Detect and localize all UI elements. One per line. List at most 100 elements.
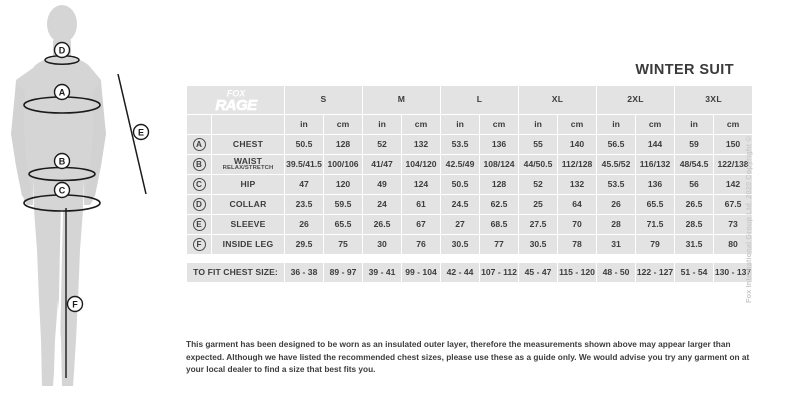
cell-value: 48/54.5: [675, 155, 714, 174]
badge-letter: F: [192, 238, 206, 251]
table-row: E SLEEVE 26 65.5 26.5 67 27 68.5 27.5 70 28 71.5 28.…: [187, 215, 753, 234]
cell-value: 55: [519, 135, 558, 154]
cell-value: 50.5: [285, 135, 323, 154]
fit-cell-value: 99 - 104: [402, 263, 441, 282]
unit-header-m-cm: cm: [402, 115, 441, 134]
cell-value: 42.5/49: [441, 155, 480, 174]
row-label-text: INSIDE LEG: [222, 238, 274, 249]
cell-value: 26.5: [675, 195, 714, 214]
cell-value: 75: [324, 235, 363, 254]
cell-value: 67: [402, 215, 441, 234]
badge-letter: E: [192, 218, 206, 231]
unit-row-spacer-badge: [187, 115, 211, 134]
unit-header-s-cm: cm: [324, 115, 363, 134]
fit-cell-value: 51 - 54: [675, 263, 714, 282]
cell-value: 144: [636, 135, 675, 154]
size-table-head: FOX RAGE S M L XL 2XL 3XL: [187, 86, 753, 134]
cell-value: 26: [597, 195, 636, 214]
row-badge-d: D: [187, 195, 211, 214]
row-label-chest: CHEST: [212, 135, 284, 154]
cell-value: 108/124: [480, 155, 519, 174]
cell-value: 142: [714, 175, 753, 194]
cell-value: 122/138: [714, 155, 753, 174]
figure-marker-c: C: [53, 181, 71, 199]
cell-value: 59.5: [324, 195, 363, 214]
figure-marker-e: E: [132, 123, 150, 141]
unit-header-xl-in: in: [519, 115, 558, 134]
figure-marker-e-label: E: [138, 128, 144, 138]
row-label-text: COLLAR: [229, 198, 267, 209]
cell-value: 52: [363, 135, 402, 154]
brand-logo: FOX RAGE: [187, 86, 284, 115]
row-label-text: WAIST: [233, 156, 263, 167]
cell-value: 78: [558, 235, 597, 254]
fit-cell-value: 89 - 97: [324, 263, 363, 282]
figure-marker-b-label: B: [59, 157, 66, 167]
cell-value: 27.5: [519, 215, 558, 234]
cell-value: 30.5: [519, 235, 558, 254]
cell-value: 44/50.5: [519, 155, 558, 174]
row-label-text: HIP: [240, 178, 256, 189]
cell-value: 39.5/41.5: [285, 155, 323, 174]
cell-value: 132: [402, 135, 441, 154]
cell-value: 49: [363, 175, 402, 194]
unit-header-row: in cm in cm in cm in cm in cm in cm: [187, 115, 753, 134]
cell-value: 116/132: [636, 155, 675, 174]
figure-marker-f-label: F: [72, 300, 78, 310]
cell-value: 65.5: [324, 215, 363, 234]
to-fit-chest-size-row: TO FIT CHEST SIZE: 36 - 38 89 - 97 39 - 41 9…: [187, 263, 753, 282]
row-badge-a: A: [187, 135, 211, 154]
cell-value: 47: [285, 175, 323, 194]
size-table: FOX RAGE S M L XL 2XL 3XL: [186, 85, 753, 283]
cell-value: 77: [480, 235, 519, 254]
cell-value: 26: [285, 215, 323, 234]
row-label-collar: COLLAR: [212, 195, 284, 214]
unit-row-spacer-label: [212, 115, 284, 134]
cell-value: 30.5: [441, 235, 480, 254]
row-label-text: CHEST: [232, 138, 264, 149]
cell-value: 25: [519, 195, 558, 214]
cell-value: 28: [597, 215, 636, 234]
cell-value: 71.5: [636, 215, 675, 234]
cell-value: 67.5: [714, 195, 753, 214]
fit-cell-value: 107 - 112: [480, 263, 519, 282]
cell-value: 120: [324, 175, 363, 194]
row-label-text: SLEEVE: [230, 218, 266, 229]
unit-header-m-in: in: [363, 115, 402, 134]
cell-value: 45.5/52: [597, 155, 636, 174]
sleeve-measure-line: [117, 73, 147, 195]
size-table-body: A CHEST 50.5 128 52 132 53.5 136 55 140 56.5 144 59 1…: [187, 135, 753, 282]
footnote-text: This garment has been designed to be wor…: [186, 339, 750, 375]
row-label-inside-leg: INSIDE LEG: [212, 235, 284, 254]
size-header-2xl: 2XL: [597, 86, 675, 114]
table-spacer-row: [187, 255, 753, 262]
cell-value: 23.5: [285, 195, 323, 214]
row-label-sleeve: SLEEVE: [212, 215, 284, 234]
cell-value: 52: [519, 175, 558, 194]
size-header-row: FOX RAGE S M L XL 2XL 3XL: [187, 86, 753, 115]
figure-marker-d: D: [53, 41, 71, 59]
size-table-wrap: FOX RAGE S M L XL 2XL 3XL: [186, 85, 753, 283]
fit-cell-value: 130 - 137: [714, 263, 753, 282]
row-badge-c: C: [187, 175, 211, 194]
row-badge-b: B: [187, 155, 211, 174]
table-row: D COLLAR 23.5 59.5 24 61 24.5 62.5 25 64 26 65.5 26.…: [187, 195, 753, 214]
table-row: B WAIST RELAX/STRETCH 39.5/41.5 100/106 41/47…: [187, 155, 753, 174]
cell-value: 79: [636, 235, 675, 254]
body-figure-svg: D A B C E F: [11, 5, 150, 386]
cell-value: 53.5: [597, 175, 636, 194]
cell-value: 112/128: [558, 155, 597, 174]
cell-value: 62.5: [480, 195, 519, 214]
cell-value: 68.5: [480, 215, 519, 234]
cell-value: 53.5: [441, 135, 480, 154]
row-badge-f: F: [187, 235, 211, 254]
cell-value: 56.5: [597, 135, 636, 154]
size-header-3xl: 3XL: [675, 86, 753, 114]
to-fit-chest-size-label: TO FIT CHEST SIZE:: [187, 263, 284, 282]
figure-marker-a: A: [53, 83, 71, 101]
cell-value: 26.5: [363, 215, 402, 234]
unit-header-s-in: in: [285, 115, 323, 134]
cell-value: 50.5: [441, 175, 480, 194]
fit-cell-value: 48 - 50: [597, 263, 636, 282]
